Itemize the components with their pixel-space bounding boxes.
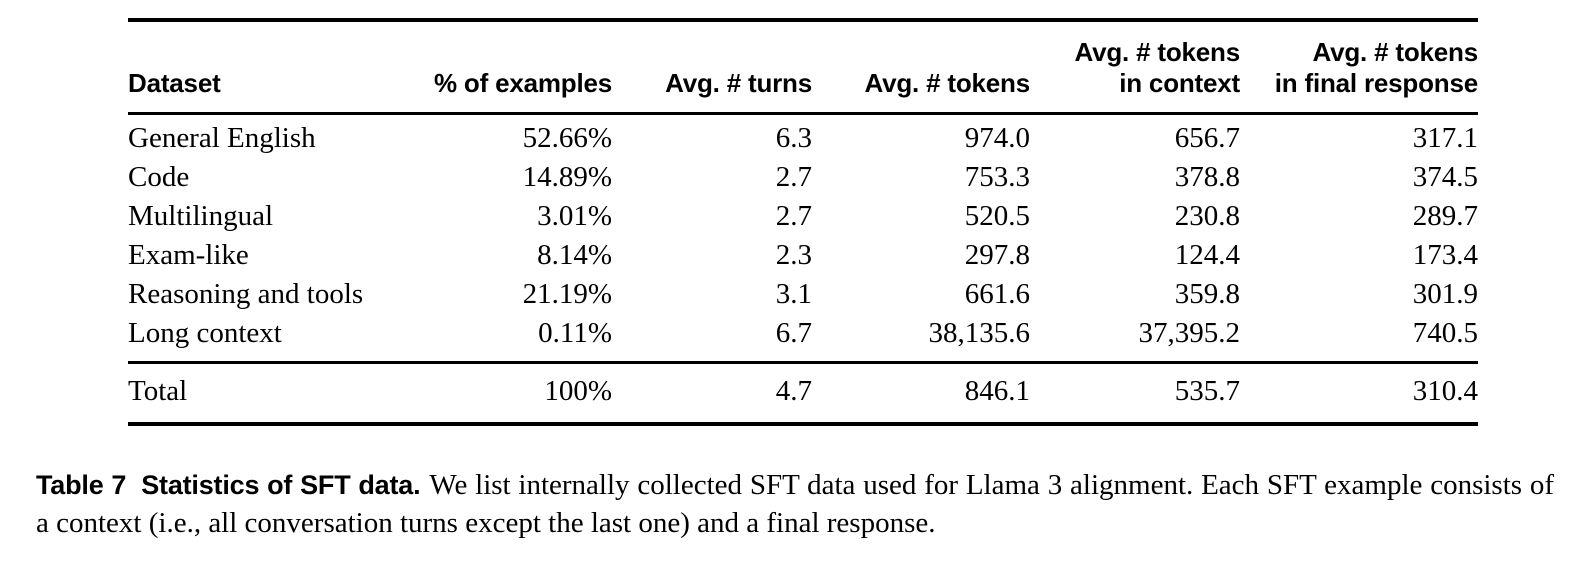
cell: 38,135.6 xyxy=(928,317,1031,349)
cell: 230.8 xyxy=(1174,200,1240,232)
cell: 0.11% xyxy=(538,317,612,349)
caption-body: We list internally collected SFT data us… xyxy=(36,469,1555,539)
cell: 6.3 xyxy=(775,122,812,154)
cell: 374.5 xyxy=(1412,161,1478,193)
cell-dataset: Code xyxy=(128,161,190,193)
cell: 535.7 xyxy=(1030,361,1240,424)
cell: 297.8 xyxy=(964,239,1030,271)
cell: 21.19% xyxy=(522,278,612,310)
cell: 37,395.2 xyxy=(1138,317,1241,349)
cell: 753.3 xyxy=(964,161,1030,193)
cell: 173.4 xyxy=(1412,239,1478,271)
col-header-avg-turns: Avg. # turns xyxy=(612,20,812,115)
cell: 310.4 xyxy=(1240,361,1478,424)
table-body: General English 52.66% 6.3 974.0 656.7 3… xyxy=(128,114,1478,363)
caption-label: Table 7 xyxy=(36,470,127,500)
table-row: General English 52.66% 6.3 974.0 656.7 3… xyxy=(128,114,1478,159)
total-row: Total 100% 4.7 846.1 535.7 310.4 xyxy=(128,361,1478,424)
caption-title: Statistics of SFT data. xyxy=(141,470,421,500)
cell: 846.1 xyxy=(812,361,1030,424)
cell: 317.1 xyxy=(1412,122,1478,154)
table-row: Exam-like 8.14% 2.3 297.8 124.4 173.4 xyxy=(128,236,1478,275)
cell: 3.01% xyxy=(537,200,612,232)
cell: 8.14% xyxy=(537,239,612,271)
cell: 124.4 xyxy=(1174,239,1240,271)
cell: 4.7 xyxy=(612,361,812,424)
col-header-dataset: Dataset xyxy=(128,20,398,115)
cell: 14.89% xyxy=(522,161,612,193)
table-row: Long context 0.11% 6.7 38,135.6 37,395.2… xyxy=(128,314,1478,363)
table-row: Multilingual 3.01% 2.7 520.5 230.8 289.7 xyxy=(128,197,1478,236)
cell-dataset: Exam-like xyxy=(128,239,249,271)
cell: 100% xyxy=(398,361,612,424)
cell: 289.7 xyxy=(1412,200,1478,232)
cell: 520.5 xyxy=(964,200,1030,232)
cell-dataset: General English xyxy=(128,122,316,154)
sft-stats-table: Dataset % of examples Avg. # turns Avg. … xyxy=(128,18,1478,426)
col-header-avg-tokens-final-response: Avg. # tokens in final response xyxy=(1240,20,1478,115)
cell: 2.7 xyxy=(775,200,812,232)
table-caption: Table 7 Statistics of SFT data. We list in… xyxy=(36,466,1554,542)
cell: 974.0 xyxy=(964,122,1030,154)
cell: 52.66% xyxy=(522,122,612,154)
cell: 378.8 xyxy=(1174,161,1240,193)
cell: 2.3 xyxy=(775,239,812,271)
cell: 6.7 xyxy=(775,317,812,349)
col-header-avg-tokens-context: Avg. # tokens in context xyxy=(1030,20,1240,115)
cell-dataset: Long context xyxy=(128,317,282,349)
table-row: Reasoning and tools 21.19% 3.1 661.6 359… xyxy=(128,275,1478,314)
cell: 301.9 xyxy=(1412,278,1478,310)
cell-dataset: Reasoning and tools xyxy=(128,278,364,310)
col-header-pct-examples: % of examples xyxy=(398,20,612,115)
cell: 3.1 xyxy=(775,278,812,310)
col-header-avg-tokens: Avg. # tokens xyxy=(812,20,1030,115)
cell: 740.5 xyxy=(1412,317,1478,349)
cell-dataset: Multilingual xyxy=(128,200,273,232)
cell: 2.7 xyxy=(775,161,812,193)
table-footer: Total 100% 4.7 846.1 535.7 310.4 xyxy=(128,361,1478,424)
cell: 656.7 xyxy=(1174,122,1240,154)
table-row: Code 14.89% 2.7 753.3 378.8 374.5 xyxy=(128,158,1478,197)
table-header: Dataset % of examples Avg. # turns Avg. … xyxy=(128,20,1478,115)
cell: 661.6 xyxy=(964,278,1030,310)
header-row: Dataset % of examples Avg. # turns Avg. … xyxy=(128,20,1478,115)
cell: 359.8 xyxy=(1174,278,1240,310)
cell-total-label: Total xyxy=(128,361,398,424)
